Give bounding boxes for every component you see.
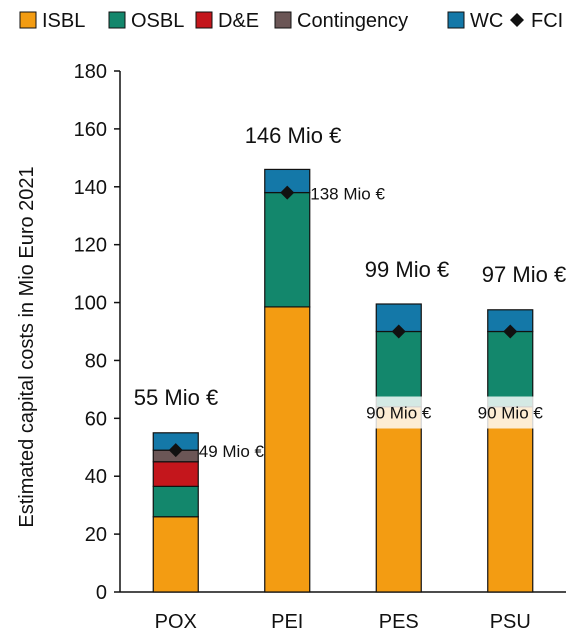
y-tick-label: 100: [74, 293, 107, 315]
y-tick-label: 80: [85, 350, 107, 372]
x-tick-label: PES: [379, 611, 419, 633]
fci-marker: [503, 324, 518, 339]
bar-segment-osbl: [152, 485, 199, 518]
legend-swatch-contingency: [274, 11, 292, 29]
fci-marker: [168, 443, 183, 458]
total-value-label: 97 Mio €: [482, 262, 566, 287]
y-axis-label: Estimated capital costs in Mio Euro 2021: [16, 166, 38, 527]
bar-segment-isbl: [487, 406, 534, 593]
legend: ISBL OSBL D&E Contingency WC FCI: [19, 10, 563, 32]
plot-area: 0 20 40 60 80 100 120 140 160 180 POX PEI PES PSU 49 M…: [74, 61, 567, 633]
fci-label-background: [463, 396, 558, 429]
fci-marker: [391, 324, 406, 339]
y-tick-label: 180: [74, 61, 107, 83]
bar-segment-isbl: [264, 306, 311, 593]
total-value-label: 55 Mio €: [134, 385, 218, 410]
legend-label-isbl: ISBL: [42, 10, 85, 32]
legend-label-wc: WC: [470, 10, 503, 32]
bar-segment-osbl: [375, 330, 422, 408]
legend-label-contingency: Contingency: [297, 10, 408, 32]
bar-segment-dande: [152, 461, 199, 487]
total-value-label: 146 Mio €: [245, 123, 342, 148]
x-tick-label: PEI: [271, 611, 303, 633]
legend-swatch-dande: [195, 11, 213, 29]
y-tick-label: 40: [85, 466, 107, 488]
bar-segment-isbl: [375, 406, 422, 593]
bar-segment-osbl: [487, 330, 534, 408]
fci-value-label: 138 Mio €: [310, 185, 385, 204]
y-tick-label: 120: [74, 235, 107, 257]
fci-label-background: [351, 396, 446, 429]
fci-value-label: 49 Mio €: [199, 442, 265, 461]
legend-label-osbl: OSBL: [131, 10, 184, 32]
legend-label-fci: FCI: [531, 10, 563, 32]
bar-segment-osbl: [264, 191, 311, 308]
legend-label-dande: D&E: [218, 10, 259, 32]
total-value-label: 99 Mio €: [365, 257, 449, 282]
legend-swatch-fci: [510, 13, 524, 27]
x-tick-label: POX: [155, 611, 197, 633]
fci-value-label: 90 Mio €: [366, 404, 432, 423]
legend-swatch-wc: [447, 11, 465, 29]
y-tick-label: 20: [85, 524, 107, 546]
fci-marker: [280, 185, 295, 200]
y-tick-label: 160: [74, 119, 107, 141]
x-tick-label: PSU: [490, 611, 531, 633]
y-tick-label: 0: [96, 582, 107, 604]
bar-segment-isbl: [152, 516, 199, 593]
legend-swatch-osbl: [108, 11, 126, 29]
legend-swatch-isbl: [19, 11, 37, 29]
fci-value-label: 90 Mio €: [478, 404, 544, 423]
y-tick-label: 60: [85, 408, 107, 430]
y-tick-label: 140: [74, 177, 107, 199]
